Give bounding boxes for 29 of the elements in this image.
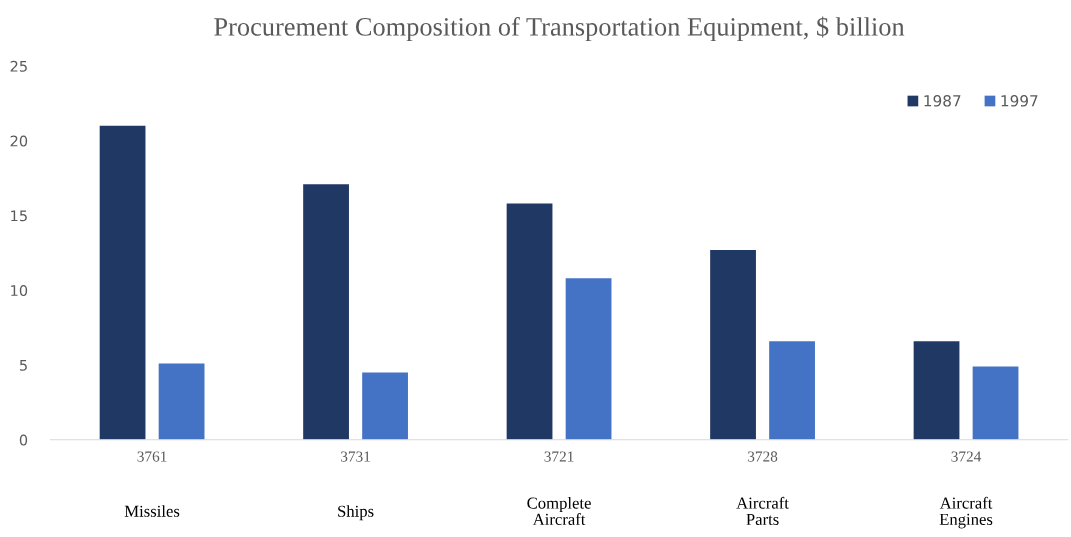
bar — [972, 366, 1019, 440]
y-tick-label: 25 — [10, 60, 27, 72]
y-tick-label: 20 — [10, 135, 28, 147]
bar — [710, 249, 756, 440]
x-tick-label: 3728 — [748, 451, 778, 462]
y-tick-label: 0 — [19, 434, 28, 446]
text: Missiles — [124, 505, 180, 517]
x-tick-label: 3761 — [137, 451, 167, 462]
text: Aircraft Engines — [939, 496, 993, 529]
bar — [506, 203, 553, 440]
bar — [362, 372, 408, 440]
text: Ships — [338, 505, 374, 521]
text: Aircraft Parts — [736, 496, 789, 525]
bar — [769, 341, 815, 440]
y-tick-label: 10 — [11, 285, 28, 297]
bar — [158, 363, 205, 440]
chart-title: Procurement Composition of Transportation Equipment, $ billion — [214, 16, 905, 42]
y-tick-label: 15 — [11, 210, 27, 222]
bar — [565, 278, 612, 440]
y-tick-label: 5 — [19, 359, 27, 371]
legend-label: 1987 — [924, 95, 961, 107]
x-tick-label: 3721 — [544, 451, 574, 462]
bar — [99, 125, 146, 440]
x-tick-label: 3724 — [951, 451, 982, 462]
bar — [913, 341, 960, 440]
x-tick-label: 3731 — [341, 451, 370, 462]
legend-label: 1997 — [1001, 95, 1038, 107]
bar — [303, 184, 349, 440]
text: Complete Aircraft — [527, 496, 591, 525]
